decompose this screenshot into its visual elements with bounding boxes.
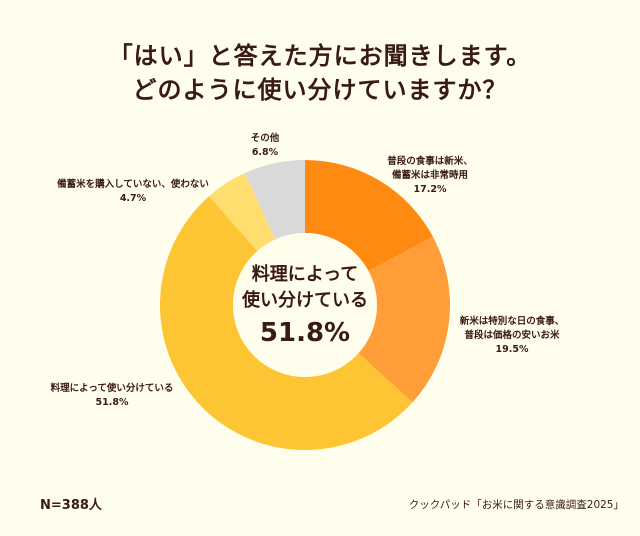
center-label: 料理によって 使い分けている (242, 264, 368, 311)
slice-label-2: 料理によって使い分けている 51.8% (50, 383, 174, 408)
donut-slice-1 (358, 236, 450, 403)
sample-size: N=388人 (40, 498, 102, 513)
center-value: 51.8% (259, 318, 351, 348)
chart-title-line-1: 「はい」と答えた方にお聞きします。 (108, 42, 532, 70)
slice-label-0: 普段の食事は新米、 備蓄米は非常時用 17.2% (387, 156, 473, 195)
slice-label-4: その他 6.8% (250, 133, 280, 158)
donut-slice-2 (159, 196, 413, 450)
donut-slice-4 (244, 160, 305, 240)
slice-label-3: 備蓄米を購入していない、使わない 4.7% (57, 179, 209, 204)
slice-label-1: 新米は特別な日の食事、 普段は価格の安いお米 19.5% (459, 316, 565, 355)
chart-title-line-2: どのように使い分けていますか？ (132, 76, 508, 104)
source-note: クックパッド「お米に関する意識調査2025」 (408, 499, 624, 511)
donut-slice-3 (209, 173, 276, 251)
donut-hole (233, 233, 377, 377)
donut-slice-0 (305, 160, 433, 272)
